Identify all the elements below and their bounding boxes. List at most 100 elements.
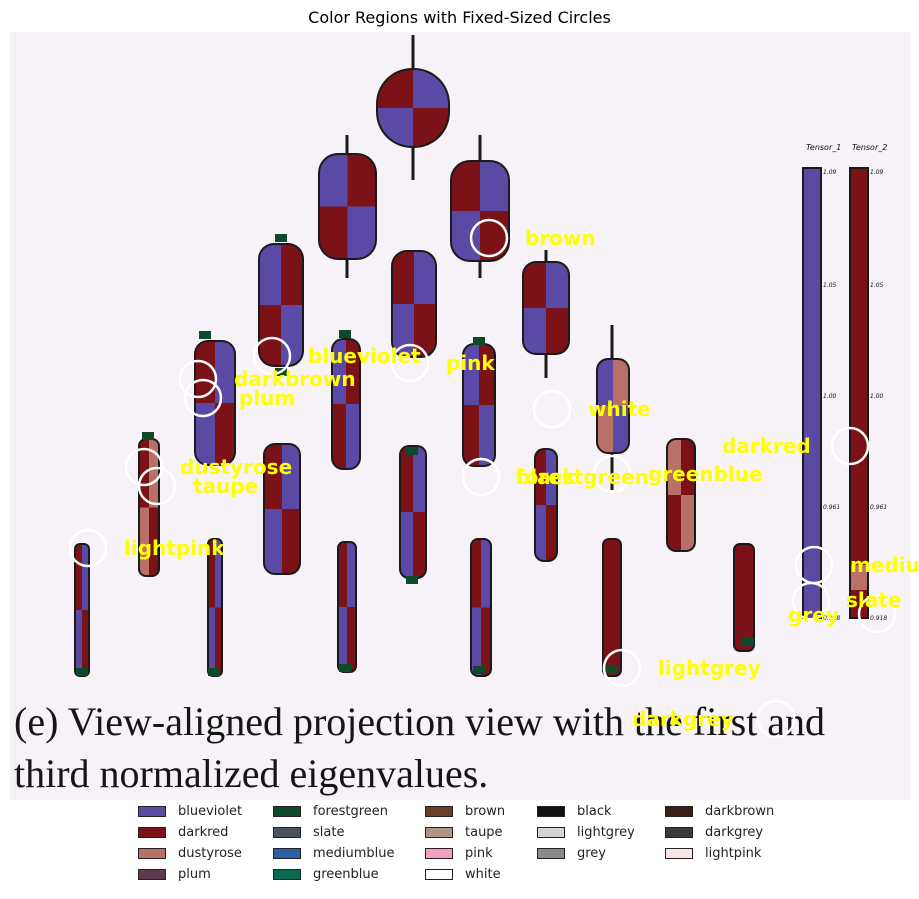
legend-label: white (465, 867, 501, 882)
annotation-label-black: black (516, 465, 577, 489)
annotation-circle-pink (390, 343, 430, 383)
annotation-circle-darkgrey (756, 699, 796, 739)
tensor-glyph (534, 448, 558, 562)
tensor-glyph (258, 243, 304, 367)
legend-label: brown (465, 804, 506, 819)
colorbar-tick-1: 1.09 (823, 169, 837, 176)
annotation-label-brown: brown (525, 226, 596, 250)
tensor-glyph (337, 541, 357, 673)
legend-item-blueviolet: blueviolet (138, 804, 242, 819)
colorbar-label-2: Tensor_2 (852, 143, 887, 152)
legend-label: dustyrose (178, 846, 242, 861)
legend-label: taupe (465, 825, 503, 840)
tensor-glyph (263, 443, 301, 575)
legend-swatch (273, 827, 301, 838)
annotation-label-slate: slate (846, 588, 901, 612)
tensor-glyph (391, 250, 437, 358)
legend-swatch (665, 806, 693, 817)
tensor-glyph (733, 543, 755, 652)
annotation-label-darkbrown: darkbrown (234, 367, 356, 391)
annotation-label-lightgrey: lightgrey (658, 656, 761, 680)
legend-label: greenblue (313, 867, 379, 882)
colorbar-tick-1: 0.918 (823, 615, 840, 622)
annotation-label-grey: grey (788, 603, 839, 627)
legend-label: forestgreen (313, 804, 389, 819)
colorbar-tick-2: 0.918 (870, 615, 887, 622)
colorbar-tick-1: 1.05 (823, 282, 837, 289)
annotation-circle-darkbrown (178, 359, 218, 399)
chart-title: Color Regions with Fixed-Sized Circles (308, 8, 611, 27)
legend-label: lightgrey (577, 825, 635, 840)
legend-item-grey: grey (537, 846, 606, 861)
legend-swatch (425, 806, 453, 817)
legend-item-forestgreen: forestgreen (273, 804, 388, 819)
annotation-circle-plum (183, 378, 223, 418)
colorbar-tick-1: 1.00 (823, 393, 837, 400)
tensor-glyph (376, 68, 450, 148)
tensor-glyph (462, 343, 496, 467)
legend-label: slate (313, 825, 345, 840)
tensor-glyph (470, 538, 492, 677)
legend-label: blueviolet (178, 804, 243, 819)
annotation-circle-lightgrey (602, 648, 642, 688)
legend-swatch (425, 827, 453, 838)
legend-swatch (273, 869, 301, 880)
legend-item-darkred: darkred (138, 825, 228, 840)
annotation-label-taupe: taupe (193, 474, 258, 498)
legend-label: plum (178, 867, 211, 882)
legend-swatch (537, 806, 565, 817)
legend-label: darkgrey (705, 825, 764, 840)
legend-item-pink: pink (425, 846, 493, 861)
legend-item-lightpink: lightpink (665, 846, 761, 861)
colorbar-tick-1: 0.961 (823, 504, 840, 511)
legend-swatch (537, 827, 565, 838)
legend-swatch (273, 806, 301, 817)
annotation-label-plum: plum (239, 386, 295, 410)
legend-item-greenblue: greenblue (273, 867, 379, 882)
legend-item-brown: brown (425, 804, 505, 819)
tensor-glyph (450, 160, 510, 262)
legend-swatch (138, 827, 166, 838)
annotation-label-forestgreen: forestgreen (516, 465, 649, 489)
legend-swatch (138, 869, 166, 880)
legend-swatch (537, 848, 565, 859)
glyph-layer (74, 35, 755, 677)
tensor-glyph (331, 338, 361, 470)
legend-item-mediumblue: mediumblue (273, 846, 395, 861)
legend-item-taupe: taupe (425, 825, 503, 840)
legend-label: grey (577, 846, 607, 861)
legend-swatch (665, 827, 693, 838)
legend-item-dustyrose: dustyrose (138, 846, 242, 861)
annotation-label-darkgrey: darkgrey (632, 707, 734, 731)
caption-line-1: (e) View-aligned projection view with th… (14, 699, 825, 744)
annotation-label-darkred: darkred (722, 434, 811, 458)
tensor-glyph (602, 538, 622, 677)
legend-label: pink (465, 846, 493, 861)
annotation-circle-lightpink (68, 528, 108, 568)
annotation-circle-darkred (830, 426, 870, 466)
tensor-glyph (522, 261, 570, 355)
legend-item-darkgrey: darkgrey (665, 825, 763, 840)
legend-label: darkbrown (705, 804, 775, 819)
colorbar-tick-2: 1.05 (870, 282, 884, 289)
tensor-glyph (596, 358, 630, 454)
annotation-circle-grey (791, 581, 831, 621)
colorbar-label-1: Tensor_1 (806, 143, 841, 152)
tensor-glyph (74, 543, 90, 677)
caption-line-2: third normalized eigenvalues. (14, 751, 488, 796)
legend-swatch (425, 869, 453, 880)
tensor-glyph (666, 438, 696, 552)
annotation-label-mediumblue: mediumblue (850, 553, 919, 577)
legend-item-slate: slate (273, 825, 344, 840)
annotation-circle-blueviolet (252, 336, 292, 376)
tensor-glyph (207, 538, 223, 677)
legend-swatch (665, 848, 693, 859)
legend-label: darkred (178, 825, 229, 840)
colorbar-tick-2: 1.00 (870, 393, 884, 400)
tensor-glyph (399, 445, 427, 579)
legend-label: black (577, 804, 612, 819)
annotation-label-white: white (588, 397, 651, 421)
legend-item-plum: plum (138, 867, 211, 882)
annotation-circle-slate (857, 594, 897, 634)
